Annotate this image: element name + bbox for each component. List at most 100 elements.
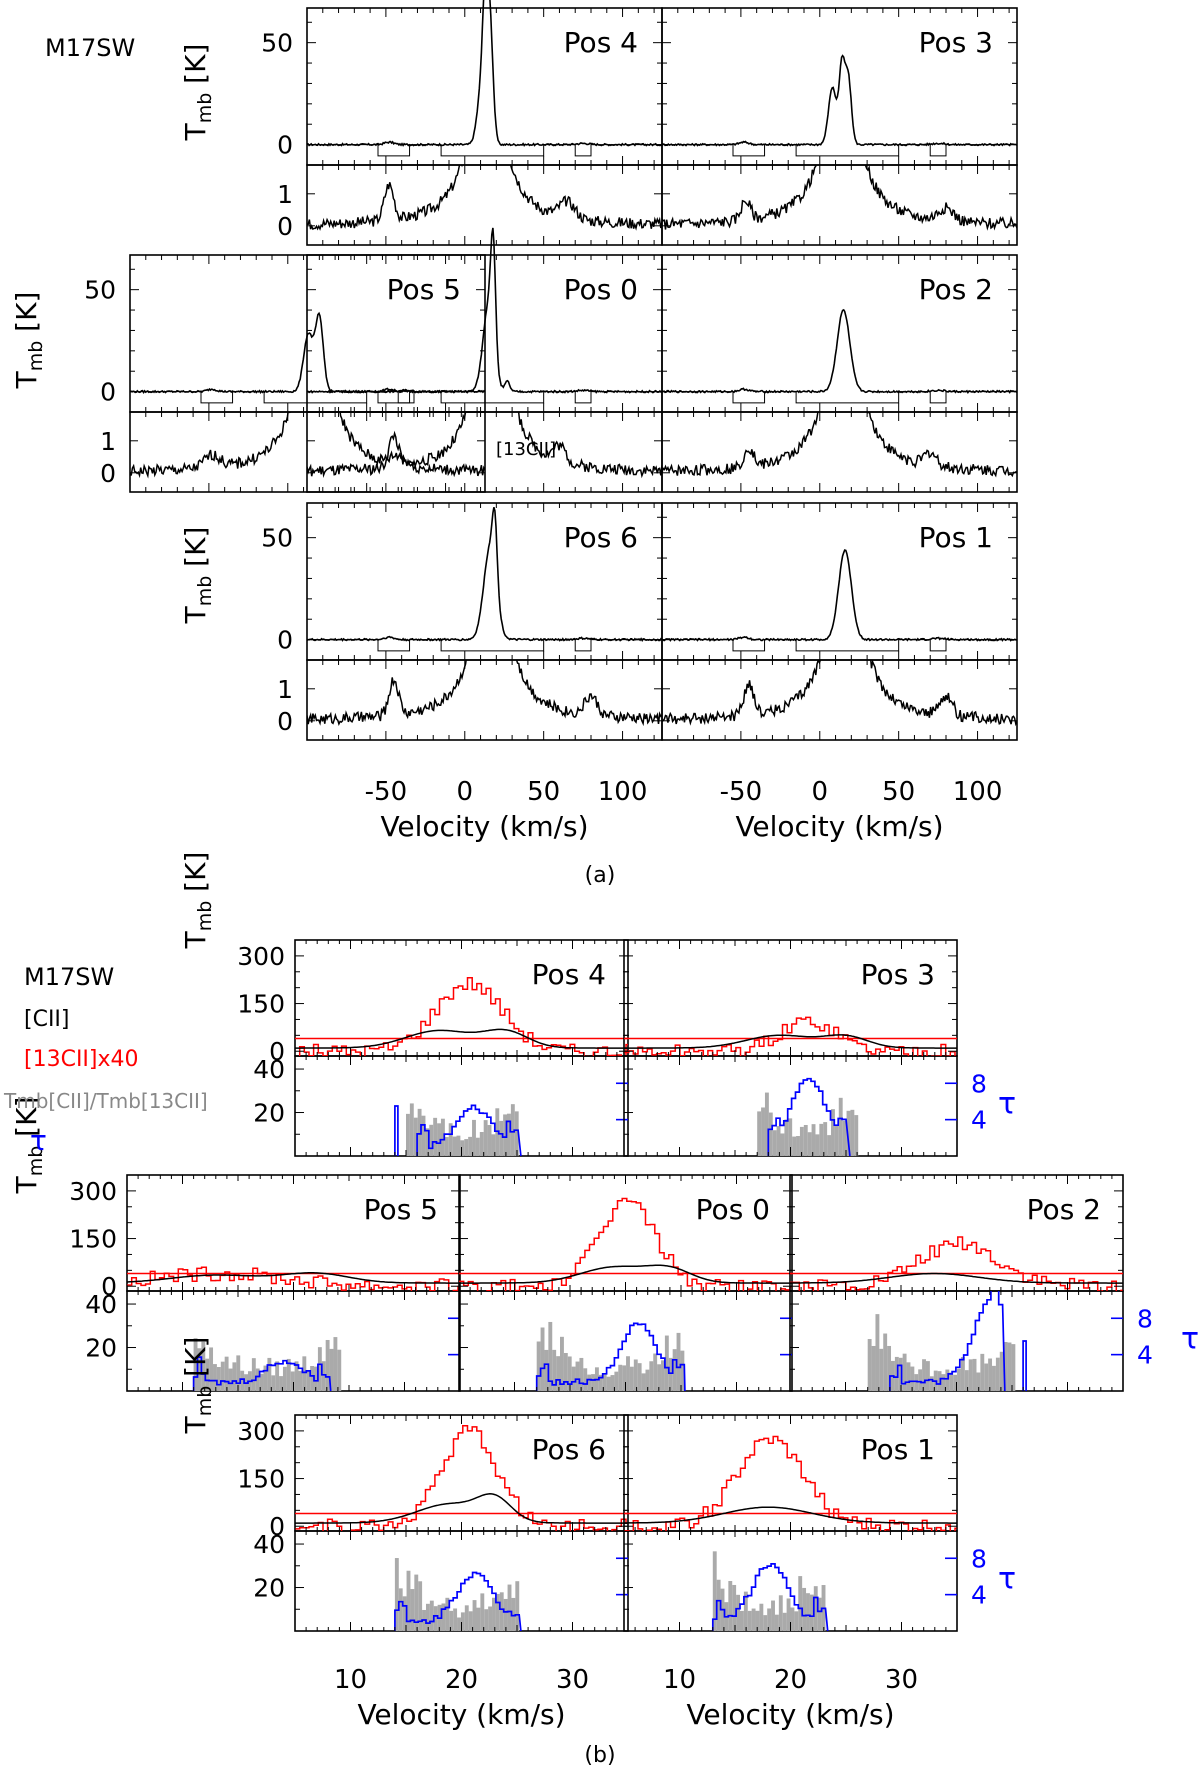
ratio-bar: [421, 1115, 426, 1156]
ratio-bar: [757, 1111, 762, 1156]
c13-spectrum: [307, 165, 662, 231]
ratio-bar: [914, 1374, 919, 1391]
ratio-bar: [788, 1118, 793, 1156]
figure-a: Pos 4 50 0 1 0 Pos 3 Pos 5 50 0 1 0 Pos 0 Pos 2 Pos 6…: [10, 0, 1018, 843]
x-axis-label: Velocity (km/s): [735, 810, 943, 843]
ratio-bar: [782, 1612, 787, 1631]
ratio-bar: [887, 1345, 892, 1391]
ratio-bar: [918, 1369, 923, 1391]
c13-spectrum: [662, 165, 1017, 231]
ratio-bar: [414, 1574, 419, 1631]
ratio-bar: [776, 1126, 781, 1156]
ratio-bar: [602, 1374, 607, 1391]
x-axis-label: Velocity (km/s): [357, 1698, 565, 1731]
ratio-bar: [614, 1371, 619, 1391]
ratio-bar: [507, 1584, 512, 1631]
ratio-bar: [510, 1104, 515, 1156]
y-tick-label: 0: [277, 212, 293, 241]
ratio-bar: [854, 1115, 859, 1156]
y-tick-label: 50: [261, 524, 293, 553]
ratio-bar: [780, 1133, 785, 1156]
ratio-bar: [487, 1125, 492, 1156]
ratio-bar: [803, 1124, 808, 1156]
baseline-windows: [307, 639, 662, 652]
panel-label: Pos 3: [919, 26, 993, 59]
ratio-bar: [503, 1114, 508, 1156]
panel-label: Pos 2: [1027, 1193, 1101, 1226]
ratio-bar: [437, 1123, 441, 1156]
tau-tick-label: 4: [971, 1581, 987, 1610]
panel-frame-bottom: [661, 659, 1018, 741]
panel-label: Pos 4: [532, 958, 606, 991]
ratio-bar: [964, 1370, 969, 1391]
ratio-bar: [418, 1581, 423, 1631]
ratio-bar: [587, 1374, 592, 1391]
ratio-bar: [960, 1357, 965, 1391]
ratio-bar: [197, 1348, 202, 1391]
tau-histogram: [889, 1291, 1006, 1391]
ratio-bar: [645, 1369, 650, 1391]
panel-label: Pos 4: [564, 26, 638, 59]
c13-x40-spectrum: [790, 1236, 1123, 1291]
ratio-bar: [831, 1109, 835, 1156]
tau-spike: [394, 1105, 399, 1156]
ratio-bar: [657, 1364, 662, 1391]
baseline-windows: [662, 391, 1017, 404]
ratio-bar: [784, 1119, 789, 1156]
ratio-bar: [441, 1603, 446, 1631]
ratio-bar: [606, 1376, 611, 1391]
baseline-windows: [130, 391, 485, 404]
y-tick-label: 300: [69, 1177, 117, 1206]
ratio-bar: [622, 1365, 627, 1391]
caption-b: (b): [584, 1743, 615, 1768]
ratio-bar: [834, 1124, 839, 1156]
y-tick-label: 1: [100, 427, 116, 456]
ratio-bar: [949, 1372, 954, 1391]
ratio-bar: [468, 1136, 473, 1156]
ratio-bar: [999, 1351, 1004, 1391]
ratio-bar: [774, 1614, 779, 1631]
c13-x40-spectrum: [127, 1266, 460, 1291]
ratio-bar: [794, 1611, 799, 1631]
x-tick-label: -50: [720, 777, 762, 807]
x-tick-label: 100: [598, 777, 648, 807]
ratio-bar: [484, 1609, 489, 1631]
ratio-bar: [476, 1607, 481, 1631]
ratio-bar: [819, 1123, 824, 1156]
ratio-bar: [448, 1123, 453, 1156]
ratio-bar: [894, 1356, 899, 1391]
ratio-bar: [275, 1361, 280, 1391]
ratio-bar: [464, 1605, 469, 1631]
y-tick-label: 50: [84, 276, 116, 305]
ratio-bar: [968, 1359, 973, 1391]
ratio-bar: [425, 1128, 430, 1156]
y-axis-label: Tmb [K]: [179, 1337, 216, 1435]
y-tick-label: 40: [253, 1055, 285, 1084]
ratio-bar: [633, 1359, 638, 1391]
y-axis-label: Tmb [K]: [179, 527, 216, 625]
legend-cii: [CII]: [24, 1007, 70, 1032]
ratio-bar: [394, 1558, 399, 1631]
ratio-bar: [205, 1358, 210, 1391]
ratio-bar: [468, 1611, 473, 1631]
ratio-bar: [798, 1576, 803, 1631]
ratio-bar: [976, 1372, 981, 1391]
ratio-bar: [875, 1314, 880, 1391]
ratio-bar: [680, 1350, 685, 1391]
ratio-bar: [453, 1608, 458, 1631]
x-tick-label: -50: [365, 777, 407, 807]
panel-label: Pos 3: [861, 958, 935, 991]
y-tick-label: 1: [277, 675, 293, 704]
ratio-bar: [271, 1375, 276, 1391]
ratio-bar: [514, 1111, 519, 1156]
ratio-bar: [883, 1333, 888, 1391]
ratio-bar: [515, 1581, 520, 1631]
ratio-bar: [925, 1361, 930, 1391]
y-tick-label: 150: [69, 1225, 117, 1254]
ratio-bar: [213, 1364, 217, 1391]
x-tick-label: 20: [445, 1665, 478, 1695]
y-tick-label: 0: [277, 626, 293, 655]
ratio-bar: [871, 1345, 876, 1391]
